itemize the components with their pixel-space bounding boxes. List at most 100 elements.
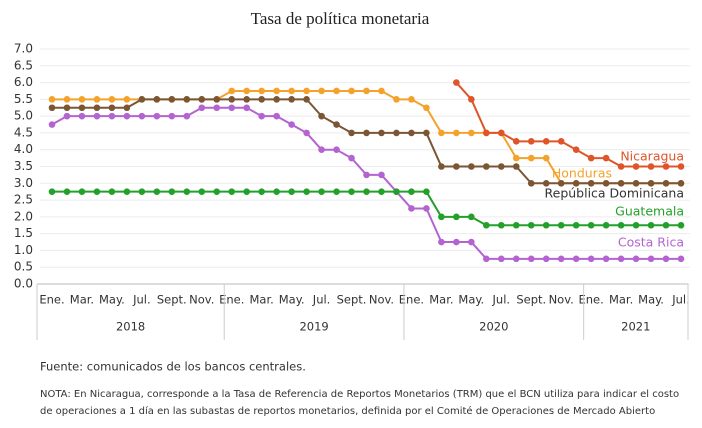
- point: [542, 154, 550, 162]
- point: [93, 104, 101, 112]
- point: [333, 146, 340, 154]
- point: [587, 221, 595, 229]
- point: [108, 112, 116, 120]
- point: [557, 255, 565, 263]
- point: [63, 188, 71, 195]
- point: [318, 146, 325, 154]
- year-label: 2021: [621, 320, 650, 334]
- point: [63, 96, 71, 103]
- point: [63, 104, 71, 112]
- x-tick-label: Mar.: [429, 293, 453, 307]
- point: [138, 188, 146, 195]
- point: [378, 87, 385, 95]
- point: [183, 188, 191, 195]
- point: [512, 154, 520, 162]
- point: [303, 129, 310, 137]
- point: [198, 188, 206, 195]
- point: [527, 221, 535, 229]
- point: [333, 121, 340, 128]
- point: [153, 112, 161, 120]
- point: [243, 104, 250, 112]
- point: [468, 238, 475, 246]
- point: [677, 255, 685, 263]
- point: [497, 163, 505, 170]
- point: [318, 188, 325, 195]
- point: [393, 96, 400, 103]
- point: [378, 129, 385, 137]
- y-tick-label: 5.0: [14, 109, 33, 123]
- point: [48, 104, 56, 112]
- point: [453, 79, 460, 86]
- point: [303, 188, 310, 195]
- x-tick-label: Ene.: [399, 293, 424, 307]
- point: [123, 112, 131, 120]
- point: [423, 205, 430, 212]
- point: [662, 179, 670, 187]
- point: [647, 163, 655, 170]
- point: [483, 221, 490, 229]
- point: [423, 188, 430, 195]
- point: [677, 221, 685, 229]
- point: [348, 129, 355, 137]
- point: [378, 188, 385, 195]
- point: [423, 104, 430, 112]
- point: [572, 255, 580, 263]
- point: [198, 104, 206, 112]
- point: [228, 188, 236, 195]
- point: [483, 255, 490, 263]
- point: [527, 138, 535, 145]
- series-label: Nicaragua: [620, 149, 684, 164]
- point: [572, 221, 580, 229]
- point: [333, 87, 340, 95]
- x-tick-label: May.: [458, 293, 484, 307]
- point: [183, 96, 191, 103]
- point: [273, 112, 280, 120]
- point: [468, 96, 475, 103]
- point: [438, 163, 445, 170]
- point: [542, 138, 550, 145]
- series-label: Costa Rica: [618, 235, 684, 250]
- x-tick-label: Jul.: [671, 293, 690, 307]
- point: [438, 129, 445, 137]
- y-tick-label: 6.0: [14, 75, 33, 89]
- x-tick-label: Jul.: [132, 293, 151, 307]
- point: [453, 129, 460, 137]
- point: [453, 213, 460, 221]
- x-tick-label: May.: [99, 293, 125, 307]
- point: [393, 129, 400, 137]
- x-tick-label: Sept.: [157, 293, 187, 307]
- x-tick-label: Ene.: [219, 293, 244, 307]
- point: [123, 104, 131, 112]
- point: [468, 163, 475, 170]
- point: [303, 96, 310, 103]
- y-tick-label: 4.0: [14, 142, 33, 156]
- x-tick-label: Nov.: [369, 293, 394, 307]
- point: [587, 179, 595, 187]
- point: [333, 188, 340, 195]
- point: [617, 163, 625, 170]
- point: [662, 221, 670, 229]
- point: [602, 255, 610, 263]
- point: [108, 188, 116, 195]
- point: [198, 96, 206, 103]
- point: [587, 255, 595, 263]
- point: [123, 188, 131, 195]
- point: [108, 104, 116, 112]
- point: [632, 221, 640, 229]
- y-tick-label: 2.5: [14, 193, 33, 207]
- point: [423, 129, 430, 137]
- point: [228, 96, 236, 103]
- point: [527, 179, 535, 187]
- point: [243, 96, 250, 103]
- point: [617, 179, 625, 187]
- x-tick-label: Jul.: [312, 293, 331, 307]
- point: [138, 96, 146, 103]
- point: [273, 96, 280, 103]
- point: [617, 255, 625, 263]
- point: [213, 96, 221, 103]
- point: [557, 221, 565, 229]
- series-line: [455, 81, 681, 168]
- point: [168, 96, 176, 103]
- y-tick-label: 0.0: [14, 277, 33, 291]
- point: [647, 179, 655, 187]
